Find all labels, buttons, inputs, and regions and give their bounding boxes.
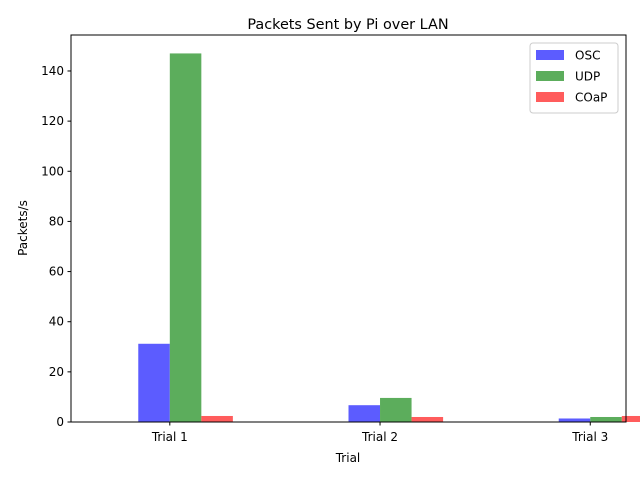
x-tick-label: Trial 2 xyxy=(361,430,398,444)
legend-label-udp: UDP xyxy=(575,70,600,84)
bar-udp-3 xyxy=(590,416,622,422)
bar-osc-3 xyxy=(558,418,591,422)
y-tick-label: 80 xyxy=(49,214,64,228)
bars-layer xyxy=(138,53,640,423)
y-tick-label: 0 xyxy=(56,415,64,429)
x-tick-label: Trial 1 xyxy=(151,430,188,444)
x-axis: Trial 1 Trial 2 Trial 3 xyxy=(151,422,608,444)
chart-title: Packets Sent by Pi over LAN xyxy=(247,17,448,33)
bar-osc-1 xyxy=(138,343,170,422)
x-tick-label: Trial 3 xyxy=(571,430,608,444)
bar-coap-1 xyxy=(201,415,233,422)
legend-swatch-coap xyxy=(536,92,564,102)
y-tick-label: 140 xyxy=(41,64,64,78)
y-axis-label: Packets/s xyxy=(16,200,30,256)
y-tick-label: 100 xyxy=(41,164,64,178)
bar-coap-2 xyxy=(411,416,444,422)
y-axis: 0 20 40 60 80 100 120 140 xyxy=(41,64,71,429)
y-tick-label: 120 xyxy=(41,114,64,128)
bar-coap-3 xyxy=(621,415,640,422)
y-tick-label: 20 xyxy=(49,365,64,379)
y-tick-label: 60 xyxy=(49,265,64,279)
legend-swatch-udp xyxy=(536,71,564,81)
bar-udp-1 xyxy=(169,53,202,423)
legend-label-coap: COaP xyxy=(575,91,607,105)
legend: OSC UDP COaP xyxy=(529,42,619,114)
plot-frame xyxy=(70,34,627,423)
y-tick-label: 40 xyxy=(49,315,64,329)
x-axis-label: Trial xyxy=(335,451,361,465)
legend-swatch-osc xyxy=(536,50,564,60)
legend-label-osc: OSC xyxy=(575,49,600,63)
bar-osc-2 xyxy=(348,405,381,422)
bar-udp-2 xyxy=(380,397,412,422)
